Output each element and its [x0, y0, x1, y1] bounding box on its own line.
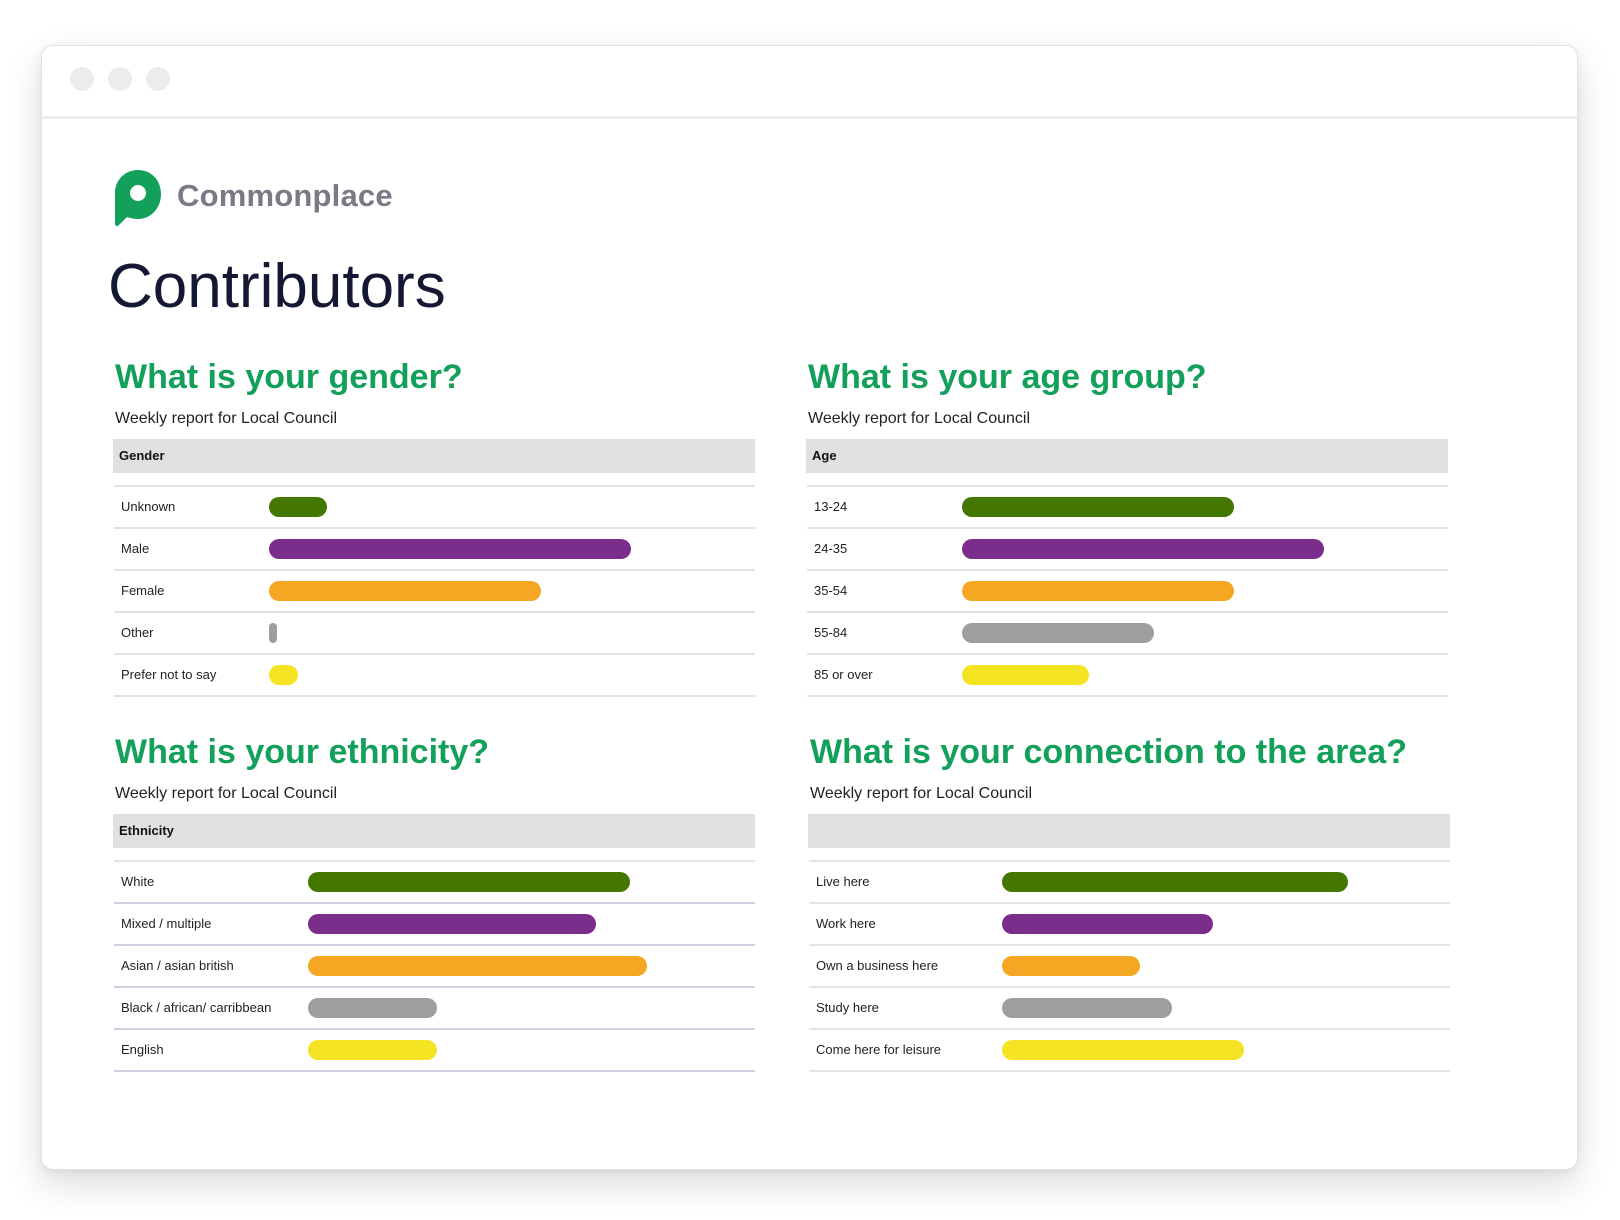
value-bar [1002, 998, 1172, 1018]
table-header: Ethnicity [113, 814, 755, 848]
row-label: 85 or over [814, 667, 873, 682]
bar-rows: 13-24 24-35 35-54 55-84 85 or over [807, 485, 1448, 697]
value-bar [308, 872, 631, 892]
row-label: Come here for leisure [816, 1042, 941, 1057]
table-row: 55-84 [807, 613, 1448, 655]
value-bar [308, 914, 597, 934]
value-bar [1002, 914, 1214, 934]
table-header: Age [806, 439, 1448, 473]
value-bar [1002, 956, 1141, 976]
value-bar [269, 581, 541, 601]
row-label: 35-54 [814, 583, 848, 598]
row-label: Male [121, 541, 150, 556]
value-bar [962, 665, 1089, 685]
table-header-label: Gender [119, 448, 165, 463]
row-label: Prefer not to say [121, 667, 217, 682]
table-row: White [114, 862, 755, 904]
page-title: Contributors [108, 252, 446, 321]
value-bar [1002, 872, 1348, 892]
row-label: Live here [816, 874, 870, 889]
table-row: Live here [809, 862, 1450, 904]
value-bar [308, 998, 437, 1018]
panel-title: What is your age group? [808, 358, 1207, 396]
row-label: Female [121, 583, 165, 598]
table-row: Study here [809, 988, 1450, 1030]
value-bar [962, 623, 1154, 643]
value-bar [308, 956, 647, 976]
value-bar [962, 539, 1324, 559]
row-label: Study here [816, 1000, 879, 1015]
table-row: Mixed / multiple [114, 904, 755, 946]
table-header [808, 814, 1450, 848]
row-label: Black / african/ carribbean [121, 1000, 272, 1015]
value-bar [269, 539, 631, 559]
table-row: English [114, 1030, 755, 1072]
row-label: Asian / asian british [121, 958, 234, 973]
window-maximize-dot[interactable] [146, 67, 170, 91]
row-label: Own a business here [816, 958, 939, 973]
table-row: 24-35 [807, 529, 1448, 571]
row-label: White [121, 874, 155, 889]
table-row: Come here for leisure [809, 1030, 1450, 1072]
table-row: Asian / asian british [114, 946, 755, 988]
panel-title: What is your connection to the area? [810, 733, 1407, 771]
table-row: 13-24 [807, 487, 1448, 529]
table-row: Prefer not to say [114, 655, 755, 697]
panel-subtitle: Weekly report for Local Council [808, 410, 1031, 427]
value-bar [962, 497, 1234, 517]
panel-title: What is your gender? [115, 358, 463, 396]
row-label: 55-84 [814, 625, 848, 640]
table-header-label: Ethnicity [119, 823, 174, 838]
table-row: Own a business here [809, 946, 1450, 988]
window-minimize-dot[interactable] [108, 67, 132, 91]
value-bar [962, 581, 1234, 601]
value-bar [1002, 1040, 1245, 1060]
row-label: English [121, 1042, 164, 1057]
table-row: Other [114, 613, 755, 655]
window-titlebar [42, 46, 1577, 119]
panel-subtitle: Weekly report for Local Council [115, 785, 338, 802]
brand-name: Commonplace [177, 178, 393, 213]
row-label: 13-24 [814, 499, 848, 514]
panel-title: What is your ethnicity? [115, 733, 490, 771]
row-label: Mixed / multiple [121, 916, 212, 931]
bar-rows: Live here Work here Own a business here Stu… [809, 860, 1450, 1072]
value-bar [269, 623, 277, 643]
table-row: Male [114, 529, 755, 571]
browser-window: Commonplace Contributors What is your ge… [41, 45, 1578, 1170]
row-label: 24-35 [814, 541, 848, 556]
bar-rows: White Mixed / multiple Asian / asian briti… [114, 860, 755, 1072]
table-row: Work here [809, 904, 1450, 946]
value-bar [269, 497, 327, 517]
row-label: Other [121, 625, 154, 640]
table-row: Female [114, 571, 755, 613]
table-header: Gender [113, 439, 755, 473]
table-row: 35-54 [807, 571, 1448, 613]
value-bar [269, 665, 298, 685]
value-bar [308, 1040, 437, 1060]
table-row: 85 or over [807, 655, 1448, 697]
row-label: Work here [816, 916, 876, 931]
table-row: Black / african/ carribbean [114, 988, 755, 1030]
window-close-dot[interactable] [70, 67, 94, 91]
panel-subtitle: Weekly report for Local Council [115, 410, 338, 427]
panel-subtitle: Weekly report for Local Council [810, 785, 1033, 802]
table-row: Unknown [114, 487, 755, 529]
row-label: Unknown [121, 499, 176, 514]
bar-rows: Unknown Male Female Other Prefer not to say [114, 485, 755, 697]
table-header-label: Age [812, 448, 837, 463]
commonplace-logo-icon [115, 170, 161, 227]
